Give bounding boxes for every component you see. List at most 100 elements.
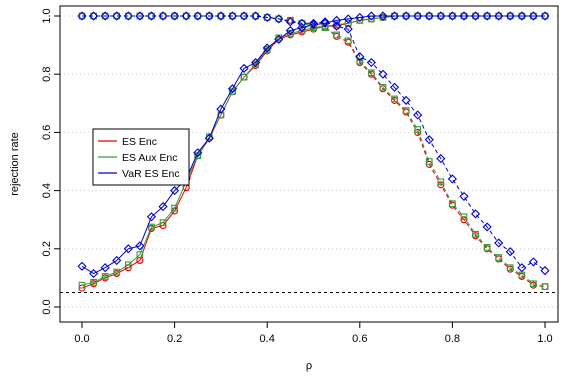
series-1-point-0 <box>78 281 86 289</box>
series-4-point-23 <box>344 37 352 45</box>
series-5-point-19 <box>297 18 307 28</box>
series-5-point-31 <box>436 154 446 164</box>
series-4-point-5 <box>136 12 144 20</box>
series-4-point-28 <box>402 107 410 114</box>
x-tick-label-0: 0.0 <box>74 333 89 345</box>
series-5-point-34 <box>470 209 481 219</box>
series-1-point-2 <box>101 273 109 280</box>
series-1-point-4 <box>124 261 132 269</box>
series-2-point-25 <box>366 11 376 21</box>
series-5-point-27 <box>389 82 400 92</box>
series-4-point-30 <box>425 158 433 165</box>
series-layer <box>77 11 550 292</box>
series-2-point-7 <box>158 202 168 212</box>
series-2-point-0 <box>77 261 87 271</box>
series-4-point-31 <box>437 178 445 186</box>
series-2-point-31 <box>436 11 446 21</box>
series-1-point-14 <box>240 73 248 81</box>
series-2-point-36 <box>494 11 504 21</box>
series-5-point-39 <box>528 257 539 267</box>
series-5-point-10 <box>193 11 203 21</box>
series-5-point-18 <box>285 17 295 27</box>
series-2-point-18 <box>285 25 295 36</box>
series-2-point-35 <box>482 11 492 21</box>
x-tick-label-3: 0.6 <box>352 333 367 345</box>
series-2-point-23 <box>343 14 353 24</box>
series-5-point-14 <box>239 11 249 21</box>
series-2-point-30 <box>424 11 434 21</box>
y-tick-label-1: 0.2 <box>41 241 53 256</box>
legend: ES Enc ES Aux Enc VaR ES Enc <box>92 128 190 186</box>
plot-frame <box>59 5 559 323</box>
series-2-point-33 <box>459 11 469 21</box>
series-4-point-29 <box>414 126 422 133</box>
series-4-point-11 <box>205 12 213 20</box>
series-4-point-25 <box>368 69 375 77</box>
series-4-point-39 <box>530 280 537 288</box>
series-5-point-1 <box>88 11 99 21</box>
series-5-point-33 <box>459 191 469 201</box>
series-4-point-34 <box>472 230 479 238</box>
y-tick-label-4: 0.8 <box>41 67 53 82</box>
legend-label-0: ES Enc <box>122 136 157 148</box>
series-4-point-8 <box>171 12 178 20</box>
x-tick-label-4: 0.8 <box>445 333 460 345</box>
x-tick-label-1: 0.2 <box>167 333 182 345</box>
series-2-point-40 <box>540 11 550 21</box>
series-2-point-37 <box>505 11 515 21</box>
legend-label-1: ES Aux Enc <box>122 152 177 164</box>
series-5-point-37 <box>505 247 515 257</box>
series-2-point-15 <box>251 57 261 68</box>
series-1-point-23 <box>344 19 352 27</box>
series-5-point-7 <box>158 11 168 21</box>
y-tick-label-3: 0.6 <box>41 125 53 140</box>
series-2-point-26 <box>378 11 388 21</box>
series-5-point-25 <box>366 57 376 68</box>
series-2-point-29 <box>413 11 423 21</box>
series-5-point-2 <box>100 11 110 21</box>
series-1-point-7 <box>159 219 167 226</box>
series-5-point-8 <box>170 11 180 21</box>
series-5-point-9 <box>181 11 191 21</box>
series-2-point-3 <box>112 255 122 266</box>
series-2-point-6 <box>146 212 157 222</box>
series-2-point-14 <box>239 63 249 73</box>
series-5-point-6 <box>146 11 157 21</box>
series-4-point-21 <box>321 24 329 31</box>
legend-label-2: VaR ES Enc <box>122 168 180 180</box>
series-2-point-12 <box>216 104 226 114</box>
x-tick-label-2: 0.4 <box>260 333 275 345</box>
y-tick-label-0: 0.0 <box>41 299 53 314</box>
series-2-point-28 <box>401 11 411 21</box>
series-5-point-0 <box>77 11 87 21</box>
y-axis: 0.0 0.2 0.4 0.6 0.8 1.0 <box>41 8 60 315</box>
series-2-point-17 <box>274 34 284 44</box>
series-1-point-1 <box>90 278 97 286</box>
series-5-point-11 <box>204 11 214 21</box>
series-5-point-15 <box>251 11 261 21</box>
series-4-point-33 <box>460 213 468 221</box>
series-2-point-24 <box>355 12 365 23</box>
series-2-point-8 <box>170 186 180 196</box>
series-5-point-40 <box>540 266 550 276</box>
series-4-point-32 <box>449 200 456 208</box>
series-1-point-5 <box>136 251 144 258</box>
y-tick-label-5: 1.0 <box>41 8 53 23</box>
series-2-point-22 <box>332 15 342 25</box>
series-2-point-5 <box>135 241 145 251</box>
series-5-point-5 <box>135 11 145 21</box>
x-axis-label: ρ <box>306 360 312 372</box>
series-2-point-4 <box>123 244 133 254</box>
series-1-point-6 <box>148 223 155 231</box>
series-4-point-27 <box>391 95 398 103</box>
series-2-point-39 <box>528 11 539 21</box>
series-4-point-26 <box>379 83 387 91</box>
y-axis-label: rejection rate <box>9 132 21 196</box>
series-4-point-22 <box>333 31 341 39</box>
series-4-point-17 <box>275 15 283 23</box>
series-5-point-3 <box>112 11 122 21</box>
series-5-point-12 <box>216 11 226 21</box>
series-5-point-21 <box>320 17 330 27</box>
series-5-point-36 <box>494 238 504 248</box>
series-2-point-38 <box>517 11 527 21</box>
